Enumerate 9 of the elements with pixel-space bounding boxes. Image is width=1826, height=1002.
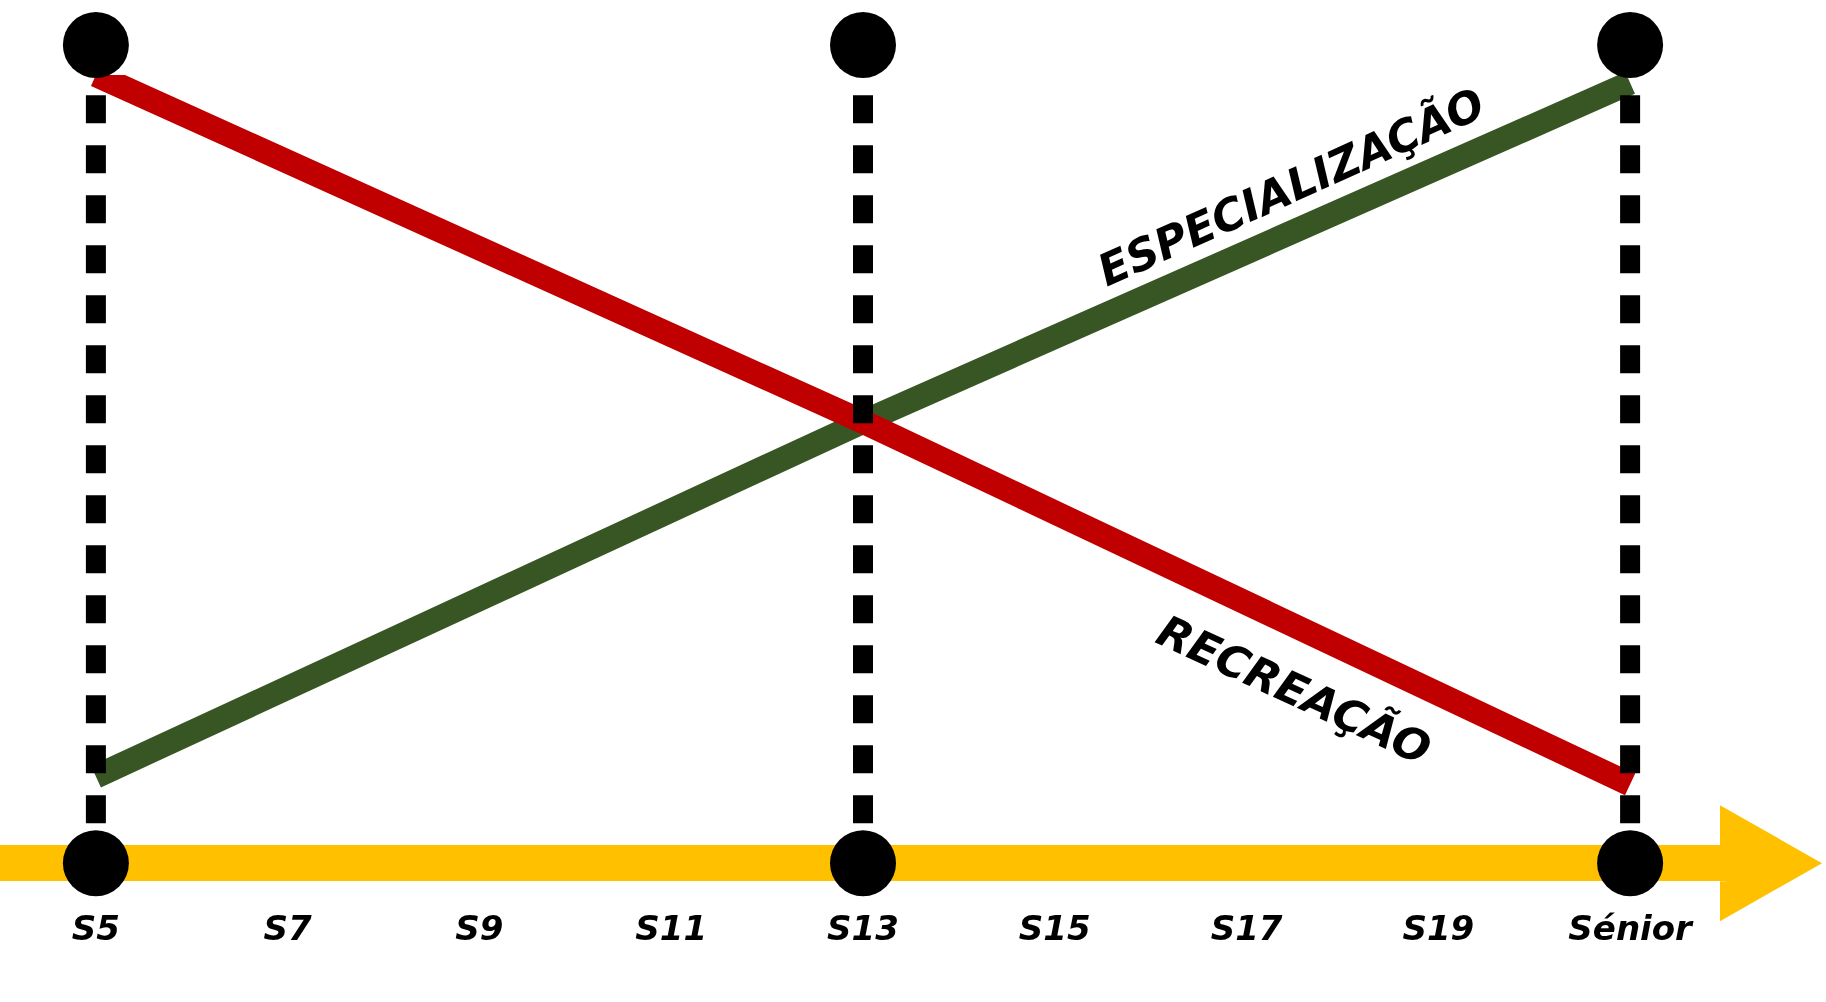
x-tick-label: S9 — [455, 908, 504, 949]
x-tick-label: S17 — [1210, 908, 1283, 949]
x-tick-label: Sénior — [1568, 908, 1695, 949]
x-tick-label: S11 — [635, 908, 708, 949]
x-tick-label: S15 — [1018, 908, 1091, 949]
x-tick-label: S13 — [827, 908, 899, 949]
x-tick-label: S7 — [263, 908, 313, 949]
x-tick-label: S19 — [1402, 908, 1475, 949]
x-tick-label: S5 — [71, 908, 120, 949]
